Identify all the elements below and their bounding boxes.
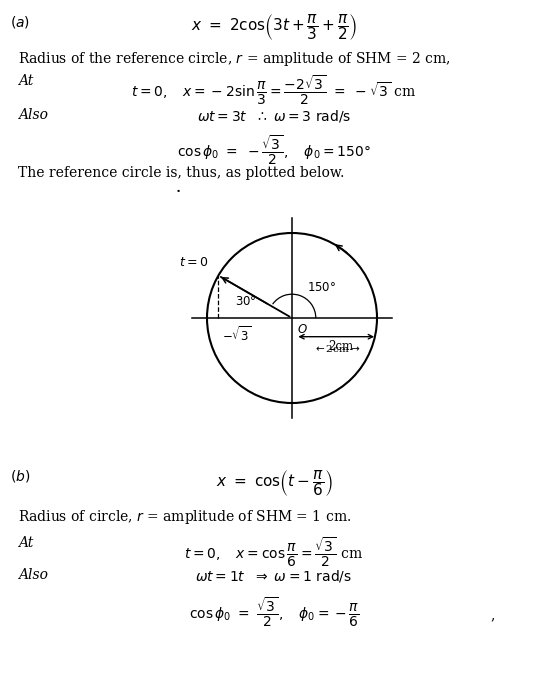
- Text: $\leftarrow$2cm$\rightarrow$: $\leftarrow$2cm$\rightarrow$: [312, 344, 360, 355]
- Text: The reference circle is, thus, as plotted below.: The reference circle is, thus, as plotte…: [18, 166, 344, 180]
- Text: $-\sqrt{3}$: $-\sqrt{3}$: [222, 325, 251, 344]
- Text: 2cm: 2cm: [328, 340, 353, 353]
- Text: $t = 0,\quad x = \cos\dfrac{\pi}{6} = \dfrac{\sqrt{3}}{2}$ cm: $t = 0,\quad x = \cos\dfrac{\pi}{6} = \d…: [184, 536, 364, 569]
- Text: At: At: [18, 74, 33, 88]
- Text: ,: ,: [490, 608, 494, 622]
- Text: $(a)$: $(a)$: [10, 14, 30, 30]
- Text: $\cos\phi_0\ =\ -\dfrac{\sqrt{3}}{2},\quad \phi_0 = 150°$: $\cos\phi_0\ =\ -\dfrac{\sqrt{3}}{2},\qu…: [177, 134, 371, 167]
- Text: $x\ =\ \cos\!\left(t - \dfrac{\pi}{6}\right)$: $x\ =\ \cos\!\left(t - \dfrac{\pi}{6}\ri…: [216, 468, 332, 498]
- Text: $O$: $O$: [297, 323, 308, 336]
- Text: At: At: [18, 536, 33, 550]
- Text: $\omega t = 1t\ \ \Rightarrow\ \omega = 1\ \mathrm{rad/s}$: $\omega t = 1t\ \ \Rightarrow\ \omega = …: [196, 568, 352, 584]
- Text: $30°$: $30°$: [235, 295, 256, 308]
- Text: $\cos\phi_0\ =\ \dfrac{\sqrt{3}}{2},\quad \phi_0 = -\dfrac{\pi}{6}$: $\cos\phi_0\ =\ \dfrac{\sqrt{3}}{2},\qua…: [189, 596, 359, 629]
- Text: $(b)$: $(b)$: [10, 468, 30, 484]
- Text: $\omega t = 3t\ \ \therefore\ \omega = 3\ \mathrm{rad/s}$: $\omega t = 3t\ \ \therefore\ \omega = 3…: [197, 108, 351, 124]
- Text: $t = 0,\quad x = -2\sin\dfrac{\pi}{3} = \dfrac{-2\sqrt{3}}{2}\ =\ -\sqrt{3}$ cm: $t = 0,\quad x = -2\sin\dfrac{\pi}{3} = …: [132, 74, 416, 107]
- Text: $t = 0$: $t = 0$: [179, 256, 208, 268]
- Text: Also: Also: [18, 568, 48, 582]
- Text: $150°$: $150°$: [307, 281, 336, 294]
- Text: Radius of circle, $r$ = amplitude of SHM = 1 cm.: Radius of circle, $r$ = amplitude of SHM…: [18, 508, 351, 526]
- Text: $x\ =\ 2\cos\!\left(3t+\dfrac{\pi}{3}+\dfrac{\pi}{2}\right)$: $x\ =\ 2\cos\!\left(3t+\dfrac{\pi}{3}+\d…: [191, 12, 357, 42]
- Text: Also: Also: [18, 108, 48, 122]
- Text: Radius of the reference circle, $r$ = amplitude of SHM = 2 cm,: Radius of the reference circle, $r$ = am…: [18, 50, 450, 68]
- Text: $\bullet$: $\bullet$: [175, 186, 181, 194]
